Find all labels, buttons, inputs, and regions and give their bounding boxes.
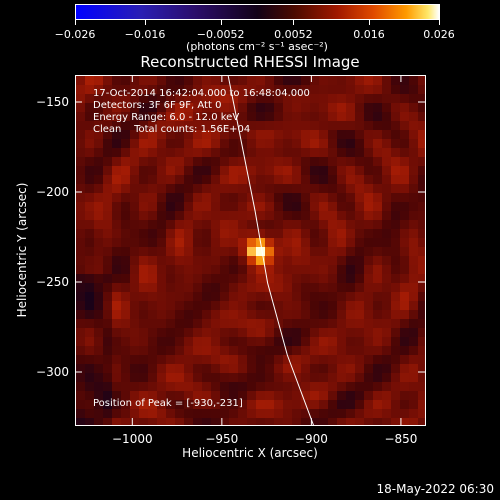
solar-limb-line xyxy=(227,76,314,425)
y-tick-label: −200 xyxy=(36,185,69,199)
y-tick-label: −150 xyxy=(36,95,69,109)
colorbar-units: (photons cm⁻² s⁻¹ asec⁻²) xyxy=(186,40,328,53)
detectors-text: Detectors: 3F 6F 9F, Att 0 xyxy=(93,100,222,111)
colorbar-tick-label: 0.026 xyxy=(423,28,455,41)
peak-position-text: Position of Peak = [-930,-231] xyxy=(93,398,243,409)
x-axis-label: Heliocentric X (arcsec) xyxy=(182,446,318,460)
colorbar-tick xyxy=(145,20,146,25)
colorbar-tick-label: 0.0052 xyxy=(274,28,313,41)
y-tick-label: −250 xyxy=(36,275,69,289)
energy-range-text: Energy Range: 6.0 - 12.0 keV xyxy=(93,112,240,123)
colorbar xyxy=(75,4,440,20)
colorbar-tick-label: −0.016 xyxy=(124,28,166,41)
colorbar-tick-label: −0.026 xyxy=(54,28,96,41)
x-tick-label: −950 xyxy=(205,432,238,446)
heatmap-cells xyxy=(76,76,425,425)
x-tick-label: −850 xyxy=(384,432,417,446)
y-tick-label: −300 xyxy=(36,365,69,379)
chart-title: Reconstructed RHESSI Image xyxy=(140,53,360,71)
timestamp: 18-May-2022 06:30 xyxy=(376,482,494,496)
colorbar-tick-label: −0.0052 xyxy=(196,28,245,41)
x-tick-label: −900 xyxy=(295,432,328,446)
y-axis-label: Heliocentric Y (arcsec) xyxy=(15,182,29,318)
heatmap-image xyxy=(76,76,425,425)
plot-area xyxy=(75,75,426,426)
x-tick-label: −1000 xyxy=(112,432,153,446)
colorbar-tick-label: 0.016 xyxy=(353,28,385,41)
colorbar-tick xyxy=(293,20,295,25)
colorbar-tick xyxy=(220,20,222,25)
time-range-text: 17-Oct-2014 16:42:04.000 to 16:48:04.000 xyxy=(93,88,310,99)
colorbar-tick xyxy=(75,20,76,25)
colorbar-tick xyxy=(439,20,440,25)
colorbar-tick xyxy=(369,20,370,25)
clean-counts-text: Clean Total counts: 1.56E+04 xyxy=(93,124,251,135)
